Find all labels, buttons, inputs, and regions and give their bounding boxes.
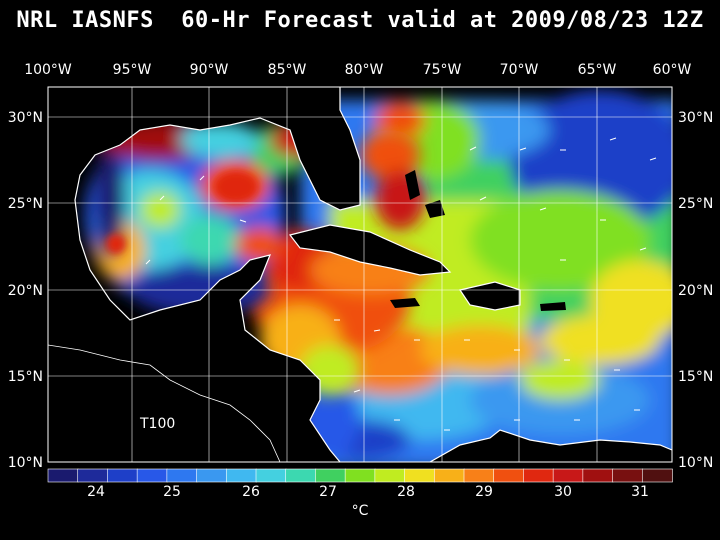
sst-field bbox=[85, 90, 672, 462]
colorbar-swatch bbox=[493, 468, 525, 483]
colorbar-unit: °C bbox=[352, 503, 369, 519]
lat-label: 30°N bbox=[8, 110, 43, 126]
colorbar-swatch bbox=[641, 468, 673, 483]
colorbar-swatch bbox=[47, 468, 79, 483]
lat-label: 10°N bbox=[678, 455, 713, 471]
colorbar-swatch bbox=[374, 468, 406, 483]
lon-label: 95°W bbox=[113, 62, 152, 78]
coastlines bbox=[48, 87, 672, 462]
colorbar-label: 28 bbox=[397, 484, 415, 500]
lon-label: 75°W bbox=[423, 62, 462, 78]
colorbar-swatch bbox=[582, 468, 614, 483]
colorbar-label: 24 bbox=[87, 484, 105, 500]
colorbar-labels: 24 25 26 27 28 29 30 31 °C bbox=[87, 484, 649, 519]
lat-label: 20°N bbox=[678, 283, 713, 299]
colorbar-label: 29 bbox=[475, 484, 493, 500]
colorbar-label: 26 bbox=[242, 484, 260, 500]
colorbar-swatch bbox=[433, 468, 465, 483]
lon-label: 80°W bbox=[345, 62, 384, 78]
lon-label: 100°W bbox=[24, 62, 72, 78]
plot-frame bbox=[47, 86, 673, 463]
colorbar-swatch bbox=[166, 468, 198, 483]
lon-label: 70°W bbox=[500, 62, 539, 78]
colorbar-label: 27 bbox=[319, 484, 337, 500]
colorbar-label: 25 bbox=[163, 484, 181, 500]
lat-label: 15°N bbox=[678, 369, 713, 385]
colorbar-swatch bbox=[225, 468, 257, 483]
colorbar-swatch bbox=[107, 468, 138, 483]
lat-label: 30°N bbox=[678, 110, 713, 126]
lon-label: 65°W bbox=[578, 62, 617, 78]
graticule bbox=[48, 87, 672, 462]
lat-label: 15°N bbox=[8, 369, 43, 385]
colorbar-swatch bbox=[255, 468, 287, 483]
colorbar-swatch bbox=[77, 468, 109, 483]
longitude-labels: 100°W 95°W 90°W 85°W 80°W 75°W 70°W 65°W… bbox=[24, 62, 691, 78]
lon-label: 90°W bbox=[190, 62, 229, 78]
region-label: T100 bbox=[139, 416, 175, 432]
lon-label: 85°W bbox=[268, 62, 307, 78]
lat-label: 20°N bbox=[8, 283, 43, 299]
colorbar-swatch bbox=[136, 468, 168, 483]
colorbar-swatch bbox=[196, 468, 228, 483]
latitude-labels-left: 30°N 25°N 20°N 15°N 10°N bbox=[8, 110, 43, 471]
lat-label: 10°N bbox=[8, 455, 43, 471]
map-title: NRL IASNFS 60-Hr Forecast valid at 2009/… bbox=[16, 8, 704, 33]
lat-label: 25°N bbox=[8, 196, 43, 212]
colorbar-swatch bbox=[315, 468, 346, 483]
colorbar-swatch bbox=[404, 468, 436, 483]
colorbar-swatch bbox=[344, 468, 376, 483]
colorbar-swatch bbox=[523, 468, 554, 483]
lon-label: 60°W bbox=[653, 62, 692, 78]
colorbar-swatch bbox=[285, 468, 317, 483]
current-vectors bbox=[145, 137, 657, 431]
colorbar-swatch bbox=[552, 468, 584, 483]
colorbar-label: 30 bbox=[554, 484, 572, 500]
colorbar-swatch bbox=[612, 468, 644, 483]
colorbar bbox=[47, 468, 673, 483]
lat-label: 25°N bbox=[678, 196, 713, 212]
latitude-labels-right: 30°N 25°N 20°N 15°N 10°N bbox=[678, 110, 713, 471]
colorbar-swatch bbox=[463, 468, 495, 483]
colorbar-label: 31 bbox=[631, 484, 649, 500]
